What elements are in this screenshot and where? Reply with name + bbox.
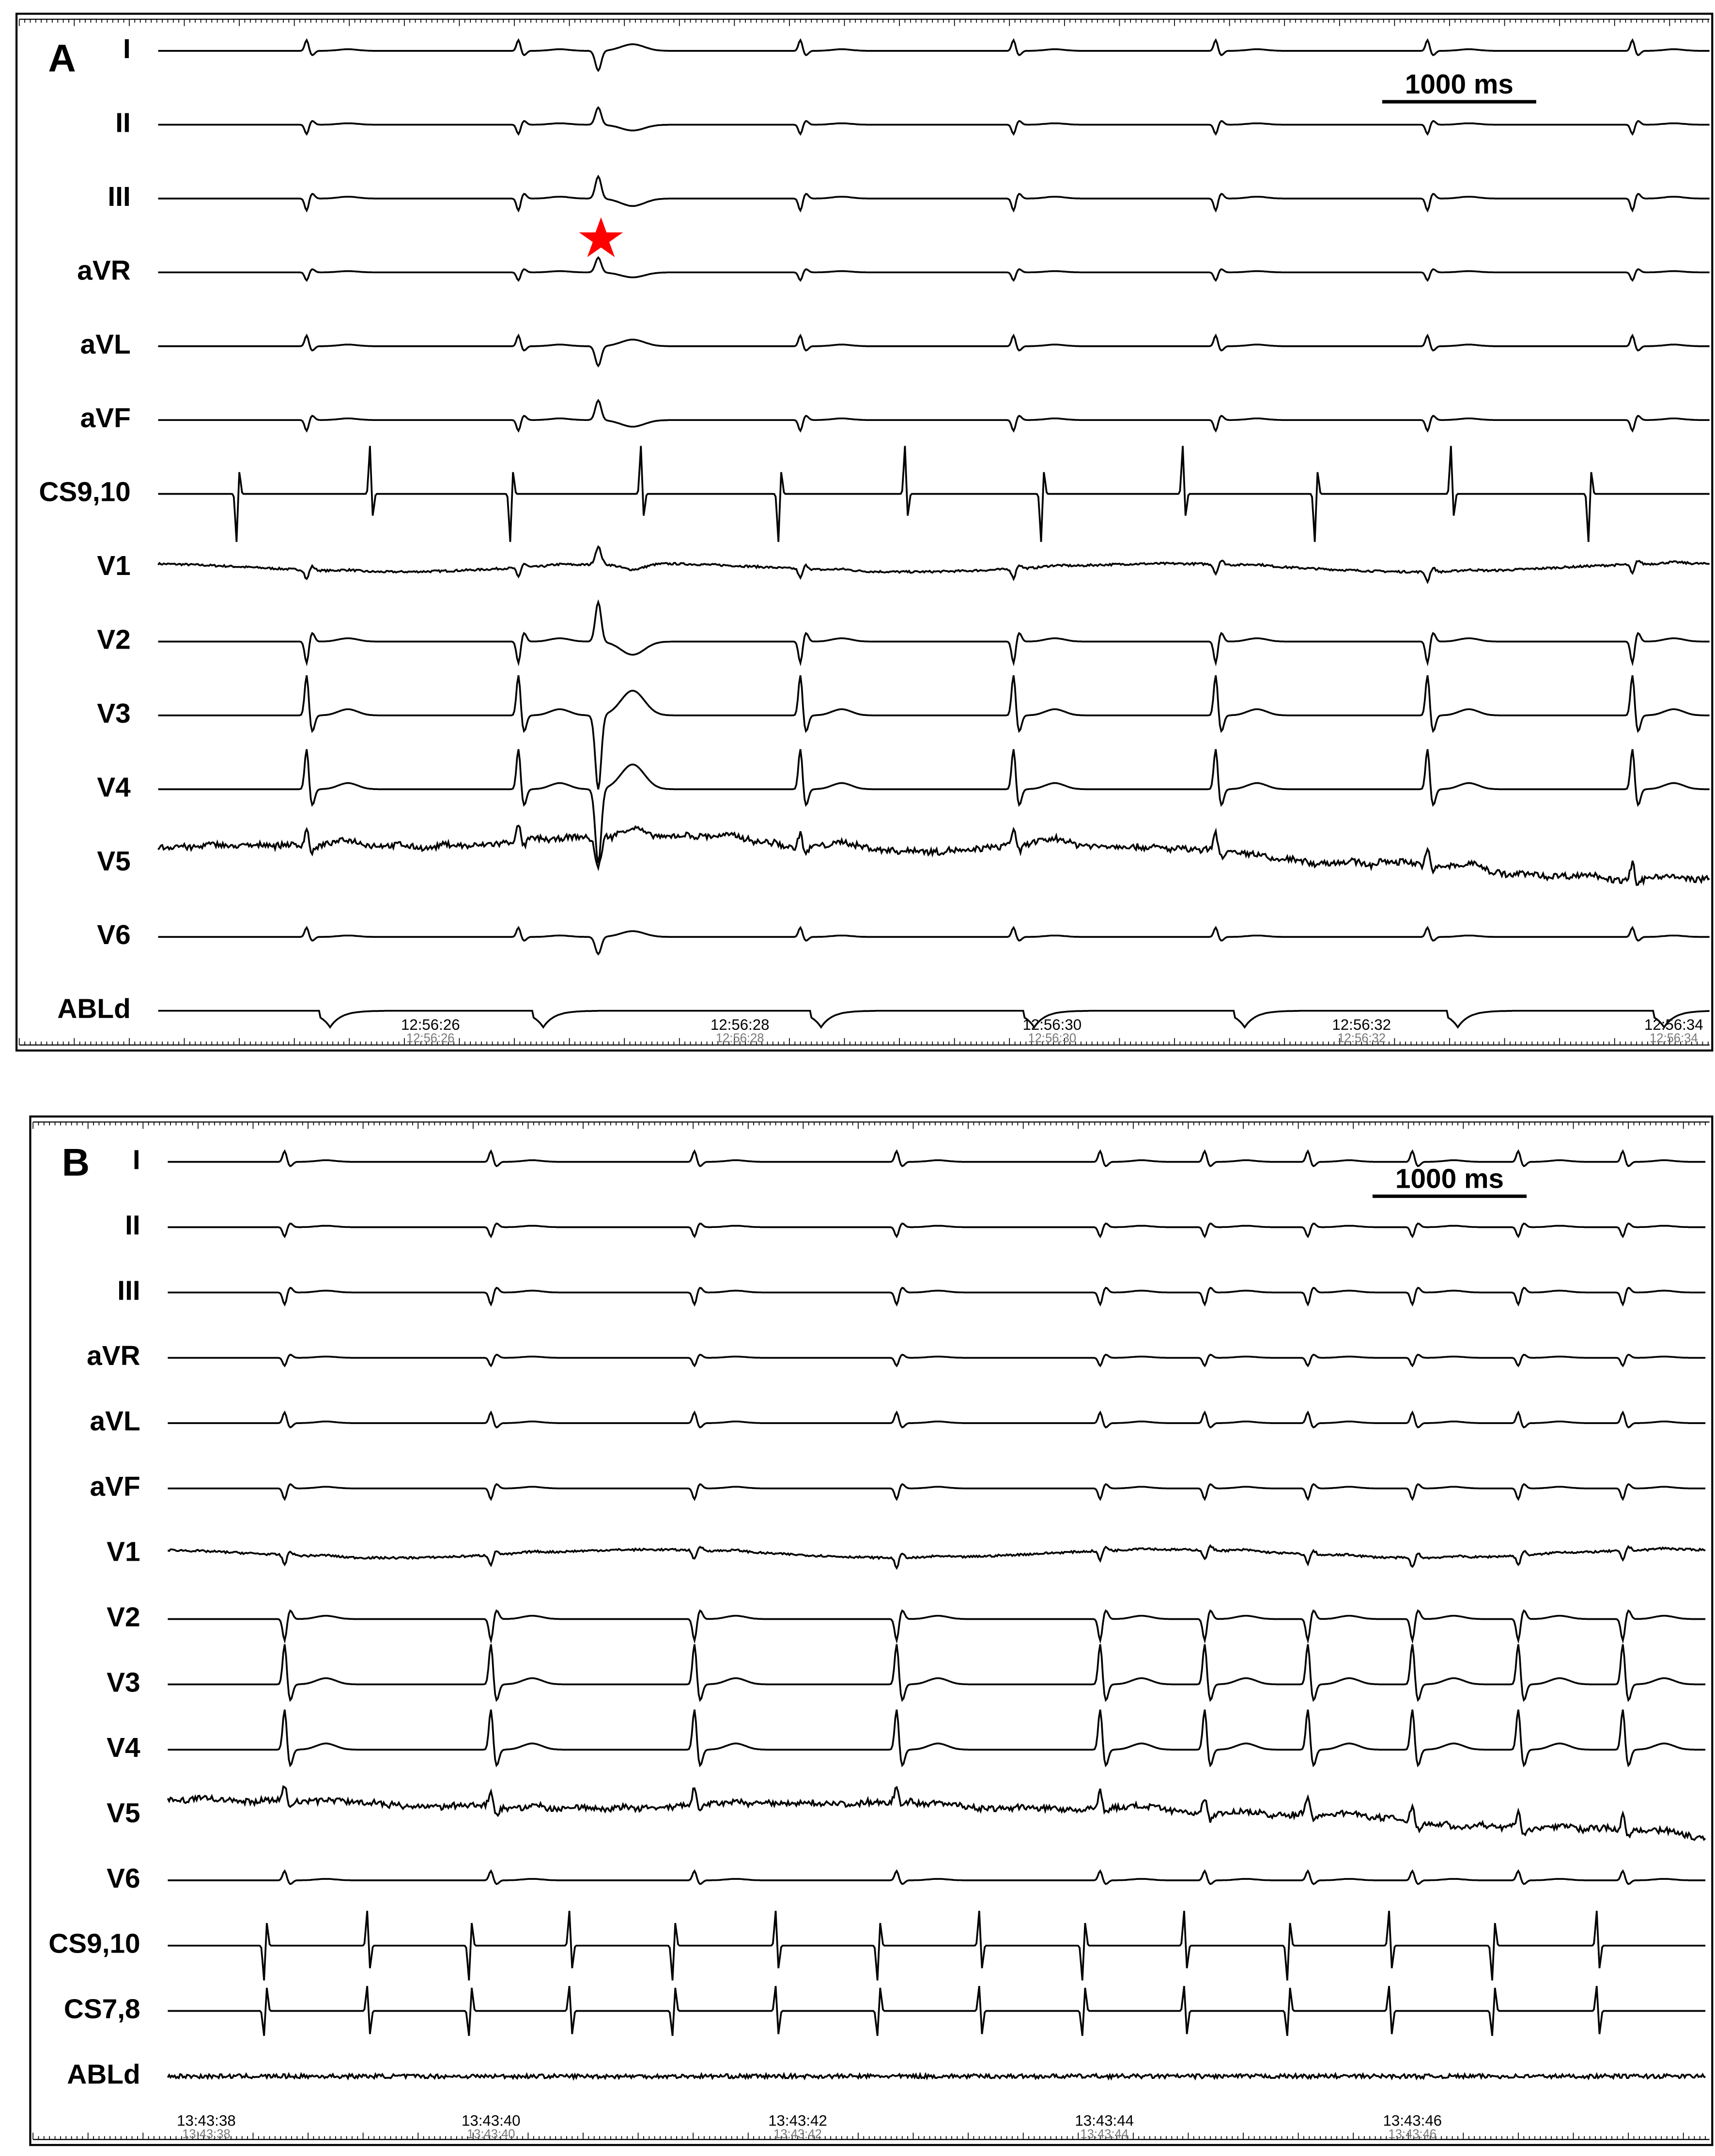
lead-label: V1: [107, 1537, 140, 1567]
lead-label: V4: [97, 772, 131, 803]
timestamp-shadow: 12:56:28: [716, 1032, 764, 1045]
lead-label: aVL: [80, 329, 131, 360]
lead-label: V2: [107, 1602, 140, 1633]
timestamp-shadow: 13:43:38: [182, 2127, 230, 2141]
lead-label: II: [115, 108, 131, 138]
timestamp: 12:56:34: [1644, 1016, 1703, 1033]
timestamp: 12:56:32: [1332, 1016, 1391, 1033]
ecg-trace: [158, 399, 1710, 433]
lead-label: aVF: [80, 403, 131, 434]
scale-bar-label: 1000 ms: [1405, 69, 1514, 100]
lead-label: V2: [97, 625, 130, 655]
panel-a-frame: [15, 13, 1714, 1052]
lead-label: CS9,10: [39, 477, 130, 508]
ecg-trace: [168, 1483, 1706, 1501]
lead-label: aVL: [90, 1406, 140, 1437]
timestamp-shadow: 12:56:34: [1650, 1032, 1698, 1045]
lead-label: III: [108, 182, 130, 212]
ecg-trace: [158, 333, 1710, 368]
timestamp-shadow: 13:43:44: [1080, 2127, 1128, 2141]
lead-label: V5: [107, 1798, 140, 1829]
ecg-trace: [168, 1709, 1706, 1768]
timestamp: 12:56:28: [711, 1016, 770, 1033]
timestamp-shadow: 13:43:46: [1389, 2127, 1437, 2141]
lead-label: I: [123, 34, 131, 64]
ecg-trace: [168, 1985, 1706, 2036]
lead-label: V5: [97, 846, 130, 877]
ecg-trace: [167, 1785, 1706, 1841]
lead-label: ABLd: [57, 994, 130, 1024]
ecg-trace: [158, 599, 1710, 667]
ecg-trace: [168, 1353, 1706, 1367]
ecg-trace: [168, 1287, 1706, 1307]
timestamp-shadow: 12:56:26: [406, 1032, 454, 1045]
lead-label: CS9,10: [48, 1929, 140, 1959]
lead-label: V4: [107, 1733, 140, 1763]
lead-label: V6: [107, 1863, 140, 1894]
ecg-trace: [157, 824, 1710, 886]
ecg-trace: [168, 1222, 1706, 1239]
ecg-trace: [167, 2071, 1706, 2081]
lead-label: aVF: [90, 1472, 140, 1502]
lead-label: CS7,8: [64, 1994, 140, 2025]
timestamp: 12:56:26: [401, 1016, 460, 1033]
time-ruler: [32, 1122, 1706, 2140]
panel-label: B: [62, 1141, 90, 1184]
panel-label: A: [48, 37, 76, 80]
ecg-trace: [158, 38, 1710, 72]
ecg-trace: [168, 1149, 1706, 1167]
timestamp: 13:43:46: [1383, 2112, 1442, 2129]
ecg-trace: [158, 174, 1710, 213]
timestamp: 13:43:40: [462, 2112, 521, 2129]
star-marker: [579, 217, 623, 257]
ecg-trace: [158, 749, 1710, 864]
panel-b-frame: [29, 1115, 1714, 2146]
ecg-trace: [158, 926, 1710, 956]
timestamp: 13:43:44: [1075, 2112, 1134, 2129]
timestamp-shadow: 12:56:30: [1028, 1032, 1076, 1045]
ecg-trace: [168, 1910, 1706, 1981]
scale-bar-label: 1000 ms: [1395, 1164, 1504, 1194]
lead-label: I: [133, 1145, 140, 1176]
timestamp-shadow: 13:43:40: [467, 2127, 515, 2141]
ecg-trace: [168, 1410, 1706, 1429]
lead-label: V3: [97, 698, 130, 729]
ecg-trace: [157, 545, 1710, 585]
lead-label: ABLd: [67, 2059, 140, 2090]
lead-label: aVR: [87, 1341, 140, 1371]
lead-label: III: [117, 1275, 140, 1306]
ecg-trace: [158, 446, 1710, 542]
lead-label: V6: [97, 920, 130, 950]
timestamp-shadow: 13:43:42: [773, 2127, 821, 2141]
time-ruler: [18, 19, 1709, 1045]
ecg-trace: [158, 256, 1710, 282]
ecg-trace: [168, 1644, 1706, 1702]
ecg-trace: [168, 1869, 1706, 1885]
timestamp: 13:43:42: [768, 2112, 827, 2129]
lead-label: II: [125, 1210, 140, 1241]
timestamp: 13:43:38: [177, 2112, 236, 2129]
lead-label: V1: [97, 551, 130, 581]
ecg-trace: [158, 675, 1710, 790]
ecg-trace: [168, 1609, 1706, 1644]
timestamp-shadow: 12:56:32: [1337, 1032, 1385, 1045]
timestamp: 12:56:30: [1023, 1016, 1082, 1033]
lead-label: V3: [107, 1667, 140, 1698]
ecg-trace: [158, 106, 1710, 136]
ecg-trace: [167, 1544, 1706, 1570]
lead-label: aVR: [77, 255, 130, 286]
ecg-trace: [158, 1009, 1710, 1029]
